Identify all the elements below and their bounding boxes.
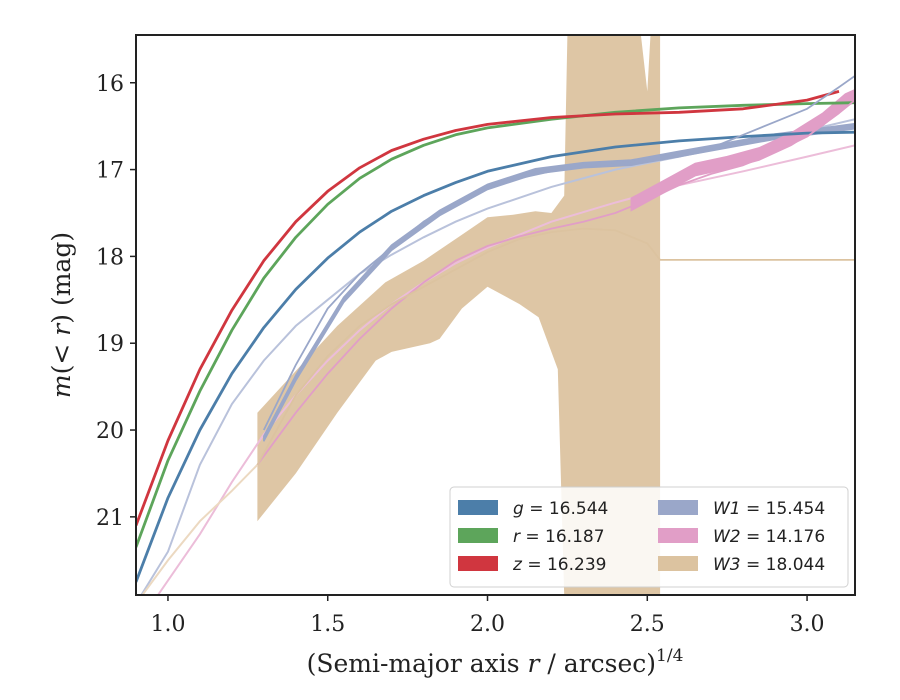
model-curve-w2 xyxy=(256,99,855,466)
legend-band-name: W3 xyxy=(713,555,741,575)
legend-band-name: W2 xyxy=(713,527,741,547)
y-axis-label-unit: (mag) xyxy=(47,232,76,314)
y-axis-label: m(< r) (mag) xyxy=(47,232,76,398)
legend-swatch-w1 xyxy=(658,500,698,515)
legend-band-value: = 16.187 xyxy=(520,527,605,547)
legend-band-name: z xyxy=(512,555,523,575)
legend-label-z: z = 16.239 xyxy=(512,555,606,575)
legend-label-w1: W1 = 15.454 xyxy=(713,499,825,519)
y-axis-label-close: ) xyxy=(47,314,76,324)
axis-ticks: 1.0 1.5 2.0 2.5 3.0 16 17 18 19 20 21 xyxy=(96,72,825,637)
legend-swatch-w3 xyxy=(658,556,698,571)
x-axis-label-pre: (Semi-major axis xyxy=(307,649,528,678)
y-tick-label: 19 xyxy=(96,332,124,357)
y-tick-label: 21 xyxy=(96,506,124,531)
model-curve-z xyxy=(136,90,840,526)
legend-box xyxy=(449,486,849,588)
y-axis-label-var: m xyxy=(47,374,76,398)
model-curve-g xyxy=(136,130,855,583)
legend-swatch-g xyxy=(458,500,498,515)
plot-frame xyxy=(135,34,856,596)
data-band-w1 xyxy=(263,122,855,442)
x-tick-label: 2.0 xyxy=(470,612,505,637)
model-curve-w3 xyxy=(256,227,855,466)
model-curve-r xyxy=(136,101,855,548)
legend-swatch-z xyxy=(458,556,498,571)
x-tick-label: 1.0 xyxy=(150,612,185,637)
legend-label-w3: W3 = 18.044 xyxy=(713,555,825,575)
legend-label-g: g = 16.544 xyxy=(513,499,608,519)
legend-band-value: = 18.044 xyxy=(741,555,826,575)
legend-label-w2: W2 = 14.176 xyxy=(713,527,825,547)
x-axis-label: (Semi-major axis r / arcsec)1/4 xyxy=(307,646,684,678)
legend-band-value: = 16.239 xyxy=(522,555,607,575)
y-axis-label-lt: < xyxy=(47,336,76,365)
legend-swatch-w2 xyxy=(658,528,698,543)
legend-band-name: r xyxy=(513,527,521,547)
y-axis-label-r: r xyxy=(47,322,76,336)
legend-band-value: = 14.176 xyxy=(741,527,826,547)
y-axis-label-open: ( xyxy=(47,365,76,375)
x-tick-label: 2.5 xyxy=(630,612,665,637)
x-axis-label-var: r xyxy=(528,649,542,678)
x-axis-label-post: / arcsec) xyxy=(539,649,656,678)
legend-swatch-r xyxy=(458,528,498,543)
legend-band-value: = 15.454 xyxy=(741,499,826,519)
legend-band-name: W1 xyxy=(713,499,741,519)
y-tick-label: 17 xyxy=(96,159,124,184)
y-tick-label: 20 xyxy=(96,419,124,444)
model-curve-w1 xyxy=(262,75,855,431)
legend-band-name: g xyxy=(513,499,524,519)
legend-label-r: r = 16.187 xyxy=(513,527,605,547)
x-tick-label: 3.0 xyxy=(790,612,825,637)
legend-band-value: = 16.544 xyxy=(524,499,609,519)
y-tick-label: 16 xyxy=(96,72,124,97)
y-tick-label: 18 xyxy=(96,245,124,270)
data-band-w2 xyxy=(630,88,855,212)
x-tick-label: 1.5 xyxy=(310,612,345,637)
model-curve-faint-w3 xyxy=(141,464,259,595)
x-axis-label-exponent: 1/4 xyxy=(656,646,683,666)
